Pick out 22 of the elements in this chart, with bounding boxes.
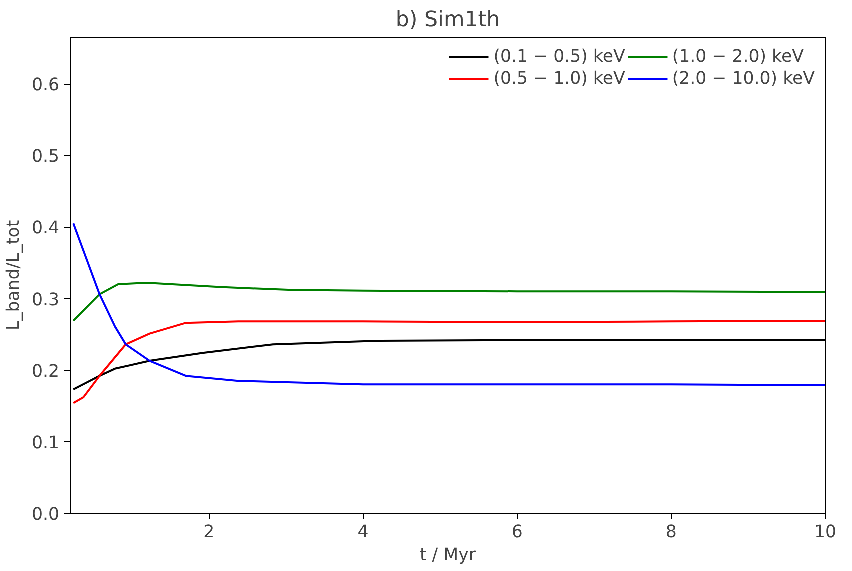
y-tick-label: 0.1 xyxy=(32,433,60,454)
chart-title: b) Sim1th xyxy=(396,8,500,32)
x-axis-title: t / Myr xyxy=(420,546,477,566)
legend-label: (2.0 − 10.0) keV xyxy=(672,69,815,89)
y-tick-label: 0.2 xyxy=(32,362,60,382)
line-series xyxy=(72,222,826,386)
y-tick-label: 0.6 xyxy=(32,76,60,96)
legend-label: (1.0 − 2.0) keV xyxy=(672,47,804,67)
legend-label: (0.5 − 1.0) keV xyxy=(494,69,626,89)
x-tick-label: 6 xyxy=(512,522,523,542)
y-tick-label: 0.4 xyxy=(32,218,60,239)
legend-label: (0.1 − 0.5) keV xyxy=(494,47,626,67)
y-tick-label: 0.3 xyxy=(32,290,60,310)
x-tick-label: 10 xyxy=(814,522,837,542)
x-tick-label: 4 xyxy=(358,522,369,542)
y-tick-label: 0.5 xyxy=(32,147,60,168)
y-axis-title: L_band/L_tot xyxy=(4,220,24,331)
line-series xyxy=(72,282,826,322)
x-tick-label: 8 xyxy=(666,522,677,542)
y-tick-label: 0.0 xyxy=(32,505,60,525)
x-tick-label: 2 xyxy=(204,522,215,542)
line-series xyxy=(72,320,826,404)
